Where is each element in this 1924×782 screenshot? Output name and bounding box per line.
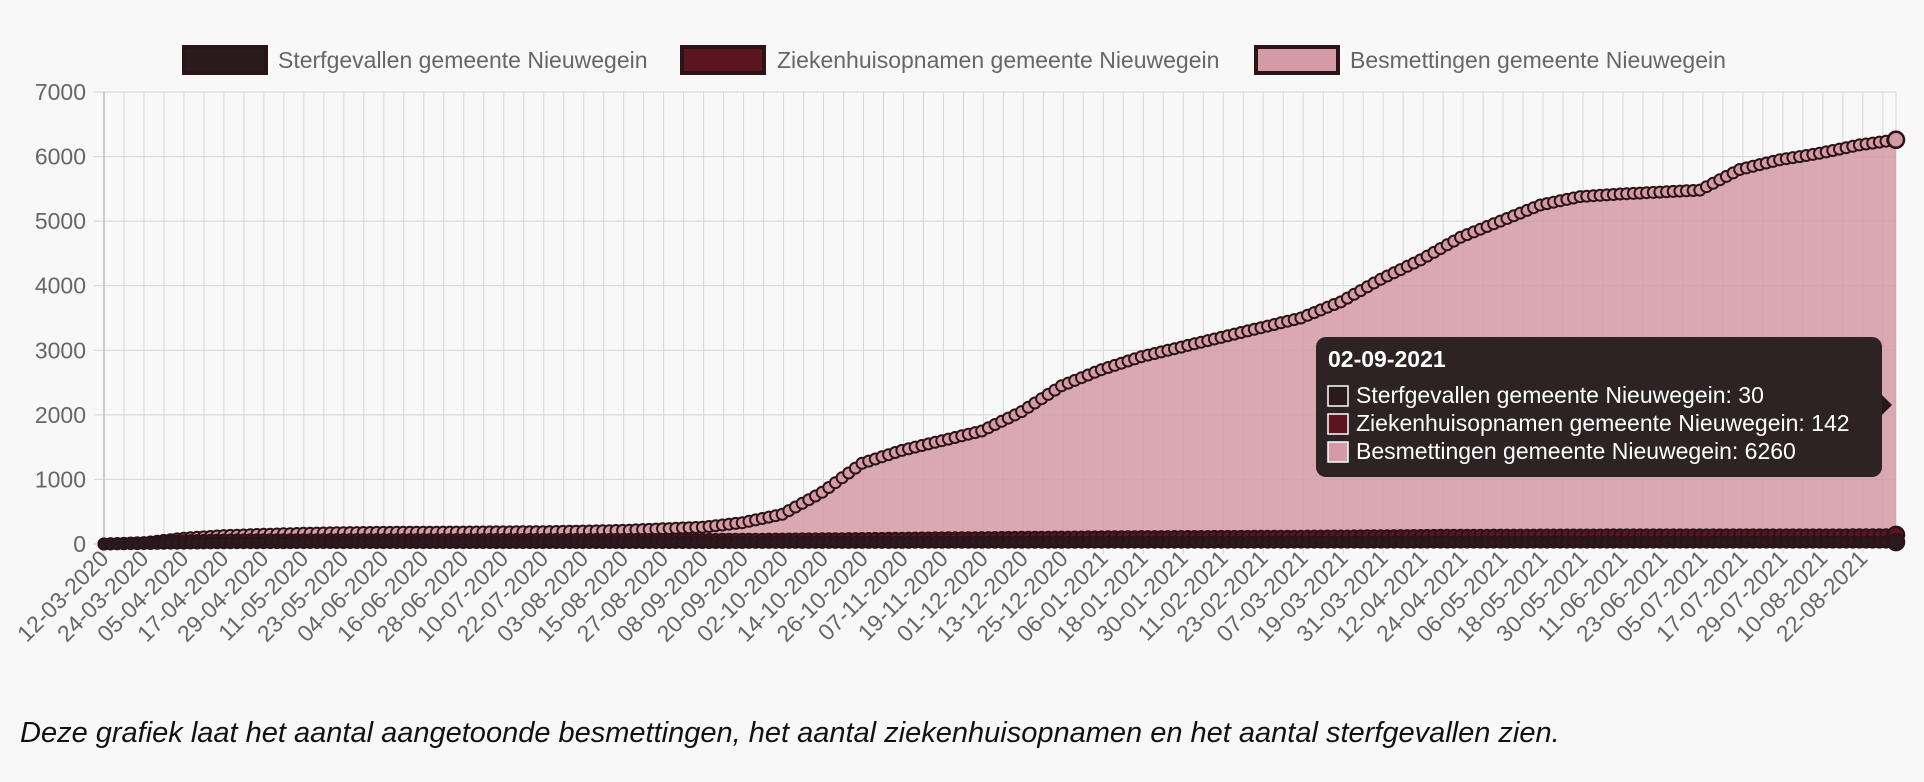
series-points (97, 535, 1903, 551)
y-tick-label: 0 (73, 531, 86, 557)
legend-swatch (680, 45, 766, 75)
y-tick-label: 6000 (35, 144, 86, 170)
tooltip-title: 02-09-2021 (1328, 346, 1446, 372)
legend-label: Sterfgevallen gemeente Nieuwegein (278, 47, 648, 73)
y-tick-label: 3000 (35, 337, 86, 363)
active-data-point (1886, 130, 1906, 150)
tooltip-line: Besmettingen gemeente Nieuwegein: 6260 (1356, 438, 1796, 464)
y-tick-label: 4000 (35, 273, 86, 299)
chart-tooltip: 02-09-2021 Sterfgevallen gemeente Nieuweg… (1316, 337, 1892, 477)
active-data-point (1886, 532, 1906, 552)
tooltip-caret (1882, 395, 1892, 415)
chart-legend: Sterfgevallen gemeente Nieuwegein Ziekenh… (182, 45, 1726, 75)
legend-swatch (1254, 45, 1340, 75)
tooltip-line: Sterfgevallen gemeente Nieuwegein: 30 (1356, 382, 1764, 408)
y-tick-label: 7000 (35, 79, 86, 105)
tooltip-swatch (1327, 385, 1349, 407)
x-axis: 12-03-202024-03-202005-04-202017-04-2020… (12, 545, 1872, 647)
line-chart: Sterfgevallen gemeente Nieuwegein Ziekenh… (12, 45, 1906, 647)
legend-label: Ziekenhuisopnamen gemeente Nieuwegein (777, 47, 1219, 73)
tooltip-box (1316, 337, 1882, 477)
legend-label: Besmettingen gemeente Nieuwegein (1350, 47, 1726, 73)
tooltip-swatch (1327, 413, 1349, 435)
y-tick-label: 2000 (35, 402, 86, 428)
tooltip-line: Ziekenhuisopnamen gemeente Nieuwegein: 1… (1356, 410, 1850, 436)
tooltip-swatch (1327, 441, 1349, 463)
legend-swatch (182, 45, 268, 75)
y-tick-label: 1000 (35, 466, 86, 492)
y-axis: 0 1000 2000 3000 4000 5000 6000 7000 (35, 79, 105, 557)
y-tick-label: 5000 (35, 208, 86, 234)
chart-caption: Deze grafiek laat het aantal aangetoonde… (20, 717, 1560, 749)
